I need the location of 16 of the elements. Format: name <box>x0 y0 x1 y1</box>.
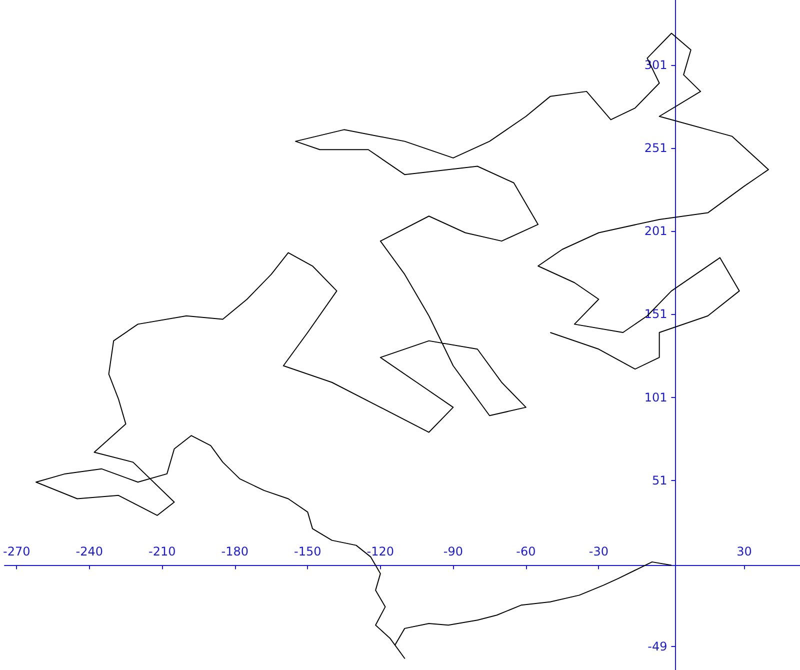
x-tick-label: -180 <box>221 544 249 558</box>
x-tick-label: -150 <box>294 544 322 558</box>
x-tick-label: -120 <box>366 544 394 558</box>
x-tick-label: -30 <box>588 544 608 558</box>
y-tick-label: 51 <box>652 473 668 488</box>
y-tick-label: 101 <box>644 390 668 404</box>
y-tick-label: 201 <box>644 224 668 238</box>
y-tick-label: -49 <box>648 640 668 654</box>
x-tick-label: -60 <box>516 544 536 558</box>
y-tick-label: 251 <box>644 140 668 155</box>
line-series <box>36 32 769 659</box>
x-tick-label: 30 <box>736 544 752 558</box>
x-tick-label: -90 <box>443 544 463 558</box>
x-tick-label: -240 <box>76 544 103 558</box>
x-tick-label: -210 <box>148 544 176 558</box>
x-tick-label: -270 <box>3 544 30 558</box>
